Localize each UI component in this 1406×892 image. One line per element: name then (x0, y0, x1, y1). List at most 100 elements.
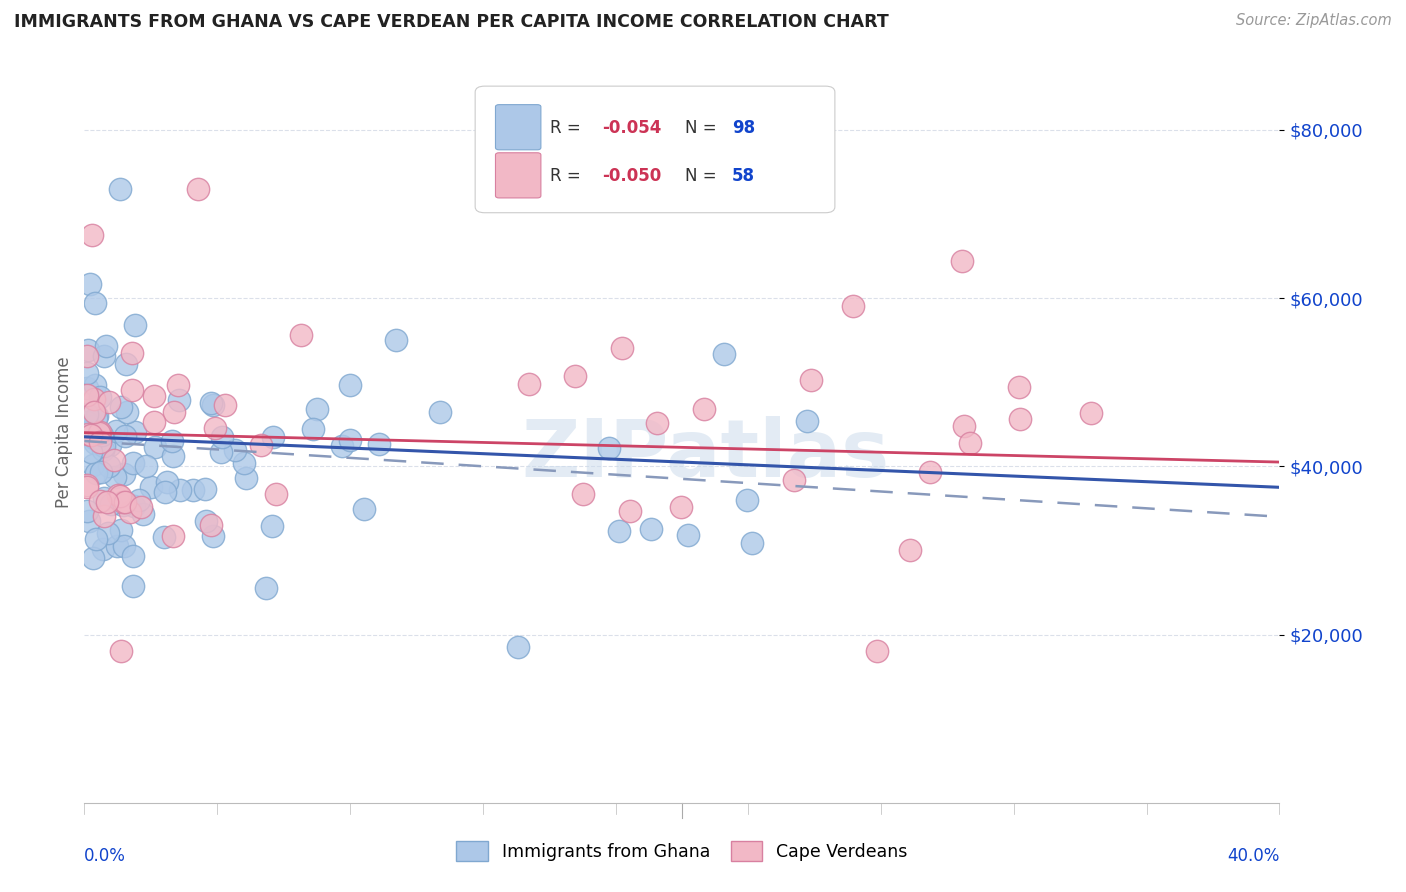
Point (89, 425, 111, 440)
Point (83, 392, 105, 407)
Point (84, 377, 107, 392)
Point (200, 518, 222, 533)
Point (169, 483, 191, 497)
Point (114, 429, 136, 443)
Point (110, 644, 132, 658)
Point (671, 500, 693, 515)
Point (224, 443, 246, 458)
Point (107, 488, 129, 502)
Point (124, 425, 146, 439)
Point (76, 343, 98, 358)
FancyBboxPatch shape (495, 153, 541, 198)
Point (181, 483, 204, 497)
Point (783, 473, 806, 487)
Point (676, 528, 699, 542)
Point (302, 422, 325, 436)
Point (741, 536, 763, 550)
Point (112, 539, 135, 553)
Point (76, 366, 98, 380)
Point (76, 478, 98, 492)
Point (200, 396, 222, 410)
Point (866, 644, 889, 658)
Point (89, 434, 111, 449)
Point (640, 522, 662, 536)
Point (82, 425, 104, 440)
Point (79, 277, 101, 291)
Point (214, 398, 236, 412)
Point (619, 504, 641, 518)
Point (94, 339, 117, 353)
Point (162, 449, 184, 463)
Point (76, 416, 98, 430)
Point (80, 445, 103, 459)
Point (201, 529, 224, 543)
Point (796, 414, 818, 428)
Point (76, 426, 98, 441)
Text: N =: N = (686, 119, 723, 136)
Point (89, 390, 111, 404)
Text: N =: N = (686, 167, 723, 185)
Point (607, 524, 630, 539)
Point (84, 532, 107, 546)
Point (167, 392, 190, 407)
Point (254, 581, 277, 595)
Y-axis label: Per Capita Income: Per Capita Income (55, 357, 73, 508)
Point (598, 442, 620, 456)
Point (77, 425, 100, 440)
Point (100, 496, 122, 510)
Point (79, 514, 101, 528)
Point (93, 491, 115, 505)
Point (121, 456, 143, 470)
Point (353, 502, 375, 516)
Point (959, 436, 981, 450)
Point (160, 434, 183, 449)
Point (517, 376, 540, 391)
Point (118, 505, 141, 519)
Text: R =: R = (551, 119, 586, 136)
Point (83, 405, 105, 419)
Point (76, 408, 98, 422)
Point (84, 295, 107, 310)
Point (162, 529, 184, 543)
Text: R =: R = (551, 167, 586, 185)
Point (86, 409, 108, 423)
Point (86, 466, 108, 480)
Point (647, 416, 669, 430)
Point (112, 467, 135, 481)
Point (80, 228, 103, 243)
Point (111, 495, 134, 509)
FancyBboxPatch shape (475, 87, 835, 212)
FancyBboxPatch shape (495, 104, 541, 150)
Point (110, 489, 132, 503)
Point (842, 299, 865, 313)
Text: IMMIGRANTS FROM GHANA VS CAPE VERDEAN PER CAPITA INCOME CORRELATION CHART: IMMIGRANTS FROM GHANA VS CAPE VERDEAN PE… (14, 13, 889, 31)
Point (368, 437, 391, 451)
Point (262, 430, 284, 444)
Point (93, 439, 115, 453)
Point (506, 640, 529, 655)
Point (211, 430, 233, 444)
Point (564, 369, 586, 384)
Point (104, 424, 127, 438)
Point (82, 418, 104, 433)
Point (156, 475, 179, 489)
Point (307, 401, 329, 416)
Point (98, 438, 121, 452)
Point (122, 579, 145, 593)
Point (132, 507, 155, 521)
Point (76, 504, 98, 518)
Point (202, 398, 225, 412)
Point (124, 318, 146, 332)
Text: 58: 58 (733, 167, 755, 185)
Point (80, 428, 103, 442)
Text: -0.054: -0.054 (602, 119, 661, 136)
Point (235, 471, 257, 485)
Point (97, 526, 120, 541)
Point (262, 518, 284, 533)
Point (97, 395, 120, 409)
Point (122, 500, 145, 514)
Point (429, 405, 451, 419)
Point (93, 349, 115, 363)
Point (115, 405, 138, 419)
Text: ZIPatlas: ZIPatlas (522, 416, 890, 494)
